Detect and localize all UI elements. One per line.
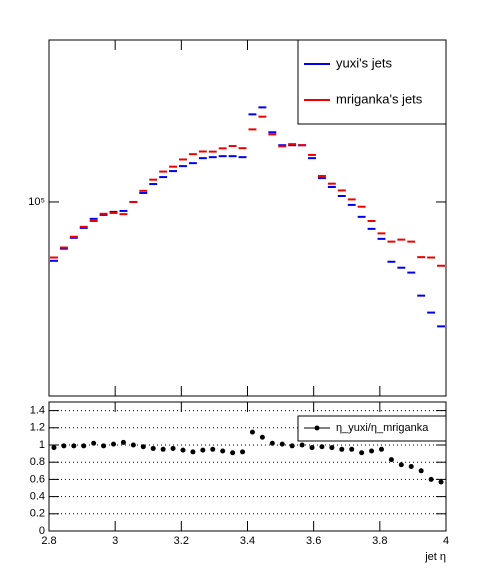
ratio-point <box>140 444 146 450</box>
ratio-point <box>130 442 136 448</box>
ratio-point <box>438 479 444 485</box>
ratio-point <box>369 448 375 454</box>
ratio-point <box>359 450 365 456</box>
ratio-point <box>259 434 265 440</box>
legend-marker <box>314 425 320 431</box>
x-tick-label: 2.8 <box>41 535 56 547</box>
ratio-point <box>51 445 57 451</box>
ratio-point <box>120 439 126 445</box>
legend-label: mriganka's jets <box>336 91 423 106</box>
ratio-point <box>220 448 226 454</box>
ratio-point <box>398 462 404 468</box>
y-tick-label: 1.4 <box>30 405 45 417</box>
ratio-point <box>329 445 335 451</box>
y-tick-label: 0.4 <box>30 491 45 503</box>
ratio-point <box>210 446 216 452</box>
y-tick-label: 0.2 <box>30 508 45 520</box>
ratio-point <box>150 445 156 451</box>
ratio-point <box>61 443 67 449</box>
x-tick-label: 4 <box>443 535 449 547</box>
frame <box>48 401 447 532</box>
frame <box>48 39 447 397</box>
x-tick-label: 3.8 <box>372 535 387 547</box>
ratio-point <box>190 449 196 455</box>
ratio-point <box>91 440 97 446</box>
ratio-point <box>418 468 424 474</box>
ratio-point <box>230 450 236 456</box>
ratio-point <box>249 429 255 435</box>
ratio-point <box>71 443 77 449</box>
ratio-point <box>200 447 206 453</box>
ratio-point <box>279 441 285 447</box>
ratio-point <box>299 442 305 448</box>
ratio-point <box>240 449 246 455</box>
ratio-point <box>111 441 117 447</box>
x-tick-label: 3 <box>112 535 118 547</box>
ratio-point <box>170 445 176 451</box>
ratio-point <box>428 476 434 482</box>
ratio-point <box>339 446 345 452</box>
ratio-point <box>81 443 87 449</box>
y-tick-label: 0 <box>39 525 45 537</box>
ratio-point <box>309 445 315 451</box>
x-tick-label: 3.2 <box>174 535 189 547</box>
legend-box <box>297 39 447 125</box>
x-axis-label: jet η <box>424 551 446 563</box>
ratio-point <box>101 443 107 449</box>
ratio-point <box>269 440 275 446</box>
ratio-point <box>408 464 414 469</box>
legend-label: η_yuxi/η_mriganka <box>336 422 429 434</box>
ratio-point <box>388 457 394 463</box>
y-tick-label: 10⁵ <box>28 196 45 208</box>
legend-label: yuxi's jets <box>336 55 392 70</box>
x-tick-label: 3.4 <box>240 535 255 547</box>
x-tick-label: 3.6 <box>306 535 321 547</box>
y-tick-label: 0.6 <box>30 473 45 485</box>
ratio-point <box>160 446 166 452</box>
ratio-point <box>349 446 355 452</box>
ratio-point <box>378 446 384 452</box>
y-tick-label: 0.8 <box>30 456 45 468</box>
y-tick-label: 1.2 <box>30 422 45 434</box>
ratio-point <box>319 444 325 450</box>
ratio-point <box>289 443 295 449</box>
y-tick-label: 1 <box>39 439 45 451</box>
ratio-point <box>180 447 186 453</box>
